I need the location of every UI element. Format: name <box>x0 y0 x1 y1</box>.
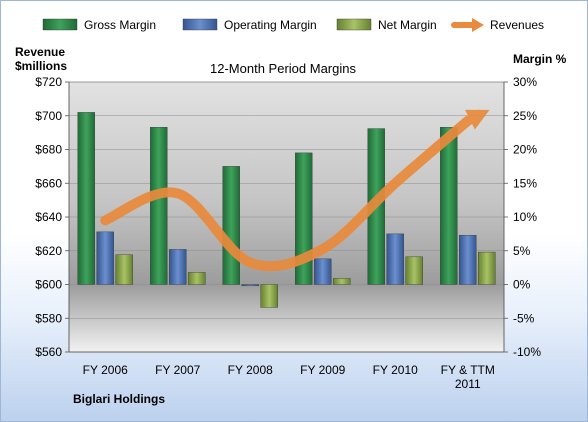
left-tick-label: $680 <box>35 143 62 157</box>
net-margin-bar <box>405 256 423 285</box>
revenue-line-group <box>100 109 490 272</box>
legend-label: Operating Margin <box>224 18 317 32</box>
operating-margin-bar <box>314 258 332 285</box>
gross-margin-bar <box>222 166 240 285</box>
legend-swatch <box>42 18 78 31</box>
x-tick-label: 2011 <box>455 377 481 391</box>
net-margin-bar <box>478 251 496 285</box>
left-tick-label: $620 <box>35 244 62 258</box>
legend-label: Revenues <box>490 18 544 32</box>
axes-group: $560 -10% $580 -5% $600 0% $620 5% $640 10% $660 15… <box>35 75 541 391</box>
x-tick-label: FY & TTM <box>441 363 495 377</box>
right-tick-label: 5% <box>513 244 531 258</box>
left-tick-label: $580 <box>35 311 62 325</box>
gross-margin-bar <box>150 127 168 285</box>
right-tick-label: 15% <box>513 176 537 190</box>
left-tick-label: $700 <box>35 109 62 123</box>
right-tick-label: 30% <box>513 75 537 89</box>
x-tick-label: FY 2007 <box>155 363 200 377</box>
operating-margin-bar <box>169 249 187 285</box>
x-tick-label: FY 2008 <box>228 363 273 377</box>
legend-swatch <box>182 18 218 31</box>
operating-margin-bar <box>386 233 404 285</box>
operating-margin-bar <box>96 231 114 285</box>
left-tick-label: $640 <box>35 210 62 224</box>
revenues-line <box>100 109 490 272</box>
operating-margin-bar <box>459 235 477 285</box>
x-tick-label: FY 2009 <box>300 363 345 377</box>
net-margin-bar <box>115 254 133 285</box>
right-tick-label: 25% <box>513 109 537 123</box>
left-tick-label: $600 <box>35 278 62 292</box>
right-tick-label: 0% <box>513 278 531 292</box>
company-name: Biglari Holdings <box>73 392 165 406</box>
legend-swatch <box>336 18 372 31</box>
right-tick-label: 10% <box>513 210 537 224</box>
x-tick-label: FY 2010 <box>373 363 418 377</box>
net-margin-bar <box>333 278 351 285</box>
chart-title: 12-Month Period Margins <box>210 61 356 76</box>
right-axis-title: Margin % <box>513 52 567 66</box>
left-tick-label: $720 <box>35 75 62 89</box>
legend: Gross Margin Operating Margin Net Margin Re… <box>42 18 544 32</box>
operating-margin-bar <box>241 284 259 287</box>
legend-label: Gross Margin <box>84 18 156 32</box>
net-margin-bar <box>260 284 278 308</box>
left-axis-title: Revenue $millions <box>15 45 67 73</box>
net-margin-bar <box>188 272 206 285</box>
left-tick-label: $560 <box>35 345 62 359</box>
left-tick-label: $660 <box>35 176 62 190</box>
right-tick-label: 20% <box>513 143 537 157</box>
right-tick-label: -10% <box>513 345 541 359</box>
x-tick-label: FY 2006 <box>83 363 128 377</box>
bars-group <box>77 112 496 308</box>
legend-arrow-icon <box>472 18 484 32</box>
legend-label: Net Margin <box>378 18 437 32</box>
gross-margin-bar <box>77 112 95 285</box>
right-tick-label: -5% <box>513 311 535 325</box>
gross-margin-bar <box>440 127 458 285</box>
